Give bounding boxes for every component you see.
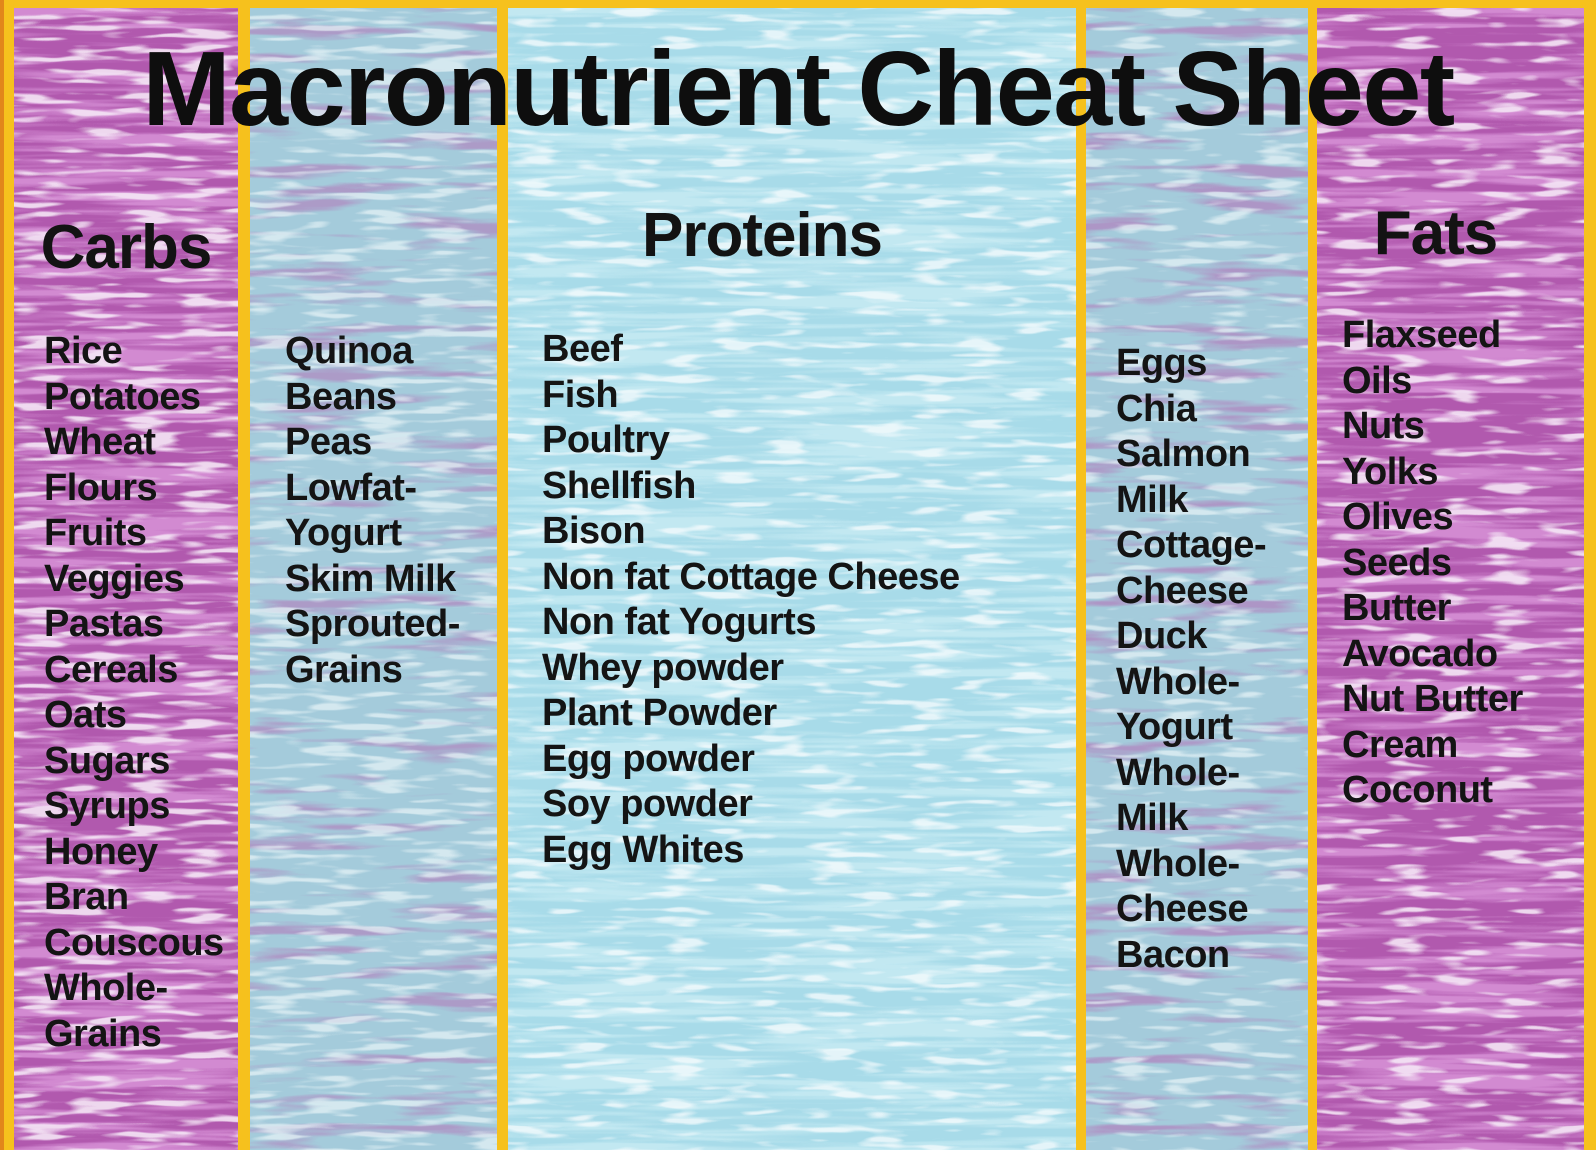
list-item: Potatoes — [44, 375, 201, 418]
list-item: Yogurt — [285, 512, 402, 554]
list-item: Cottage- — [1116, 524, 1267, 566]
list-item: Whole- — [1116, 842, 1240, 885]
list-item: Avocado — [1342, 632, 1498, 675]
list-item: Cheese — [1116, 888, 1249, 930]
list-item: Wheat — [44, 421, 156, 463]
list-item: Yolks — [1342, 450, 1439, 493]
list-item: Eggs — [1116, 342, 1207, 384]
list-item: Poultry — [542, 419, 670, 461]
list-item: Shellfish — [542, 464, 696, 507]
list-item: Soy powder — [542, 783, 753, 825]
column-header-proteins: Proteins — [641, 201, 883, 270]
column-carbs: Carbs Rice Potatoes Wheat Flours Fruits Veggi… — [14, 8, 238, 1150]
list-item: Lowfat- — [285, 466, 417, 509]
list-item: Butter — [1342, 587, 1451, 629]
list-item: Bran — [44, 876, 129, 918]
list-item: Oats — [44, 694, 127, 736]
list-item: Veggies — [44, 557, 185, 600]
column-fats: Fats Flaxseed Oils Nuts Yolks Olives Seeds But… — [1317, 8, 1584, 1150]
list-item: Coconut — [1342, 769, 1493, 811]
column-header-carbs: Carbs — [40, 213, 213, 282]
list-item: Beef — [542, 328, 623, 370]
column-list-proteins: Beef Fish Poultry Shellfish Bison Non fat Cot… — [542, 327, 960, 873]
list-item: Flours — [44, 466, 158, 509]
list-item: Cereals — [44, 648, 178, 691]
list-item: Duck — [1116, 615, 1207, 657]
column-list-carbs-secondary: Quinoa Beans Peas Lowfat- Yogurt Skim Milk Spr… — [285, 329, 460, 693]
column-list-proteins-secondary: Eggs Chia Salmon Milk Cottage- Cheese Duck Whol… — [1116, 341, 1267, 978]
list-item: Plant Powder — [542, 692, 777, 734]
list-item: Salmon — [1116, 433, 1251, 475]
column-proteins: Proteins Beef Fish Poultry Shellfish Bison No… — [508, 8, 1076, 1150]
column-list-fats: Flaxseed Oils Nuts Yolks Olives Seeds Butter Av… — [1342, 313, 1523, 814]
list-item: Cream — [1342, 723, 1458, 766]
list-item: Grains — [285, 648, 403, 691]
list-item: Egg Whites — [542, 828, 744, 871]
column-header-fats: Fats — [1373, 199, 1498, 268]
column-list-carbs: Rice Potatoes Wheat Flours Fruits Veggies Past… — [44, 329, 224, 1057]
list-item: Egg powder — [542, 737, 755, 780]
list-item: Milk — [1116, 797, 1188, 839]
list-item: Bacon — [1116, 933, 1230, 976]
list-item: Non fat Cottage Cheese — [542, 555, 960, 598]
list-item: Sprouted- — [285, 603, 460, 645]
list-item: Yogurt — [1116, 706, 1233, 748]
page-title: Macronutrient Cheat Sheet — [142, 30, 1455, 148]
list-item: Milk — [1116, 478, 1188, 521]
list-item: Non fat Yogurts — [542, 601, 816, 643]
list-item: Nuts — [1342, 405, 1425, 447]
list-item: Syrups — [44, 785, 170, 827]
list-item: Honey — [44, 830, 158, 873]
list-item: Bison — [542, 510, 646, 552]
list-item: Cheese — [1116, 569, 1249, 612]
list-item: Olives — [1342, 496, 1454, 538]
list-item: Whole- — [1116, 660, 1240, 703]
list-item: Fruits — [44, 512, 147, 554]
list-item: Whole- — [44, 967, 168, 1009]
list-item: Grains — [44, 1012, 162, 1055]
list-item: Nut Butter — [1342, 678, 1523, 720]
list-item: Rice — [44, 330, 123, 372]
list-item: Flaxseed — [1342, 314, 1501, 356]
column-carbs-secondary: Quinoa Beans Peas Lowfat- Yogurt Skim Milk Spr… — [250, 8, 497, 1150]
list-item: Skim Milk — [285, 557, 456, 600]
list-item: Whey powder — [542, 646, 784, 689]
list-item: Sugars — [44, 739, 170, 782]
list-item: Quinoa — [285, 330, 413, 372]
column-proteins-secondary: Eggs Chia Salmon Milk Cottage- Cheese Duck Whol… — [1086, 8, 1308, 1150]
frame-left-edge — [0, 0, 4, 1150]
list-item: Peas — [285, 421, 372, 463]
list-item: Couscous — [44, 921, 224, 964]
list-item: Whole- — [1116, 751, 1240, 794]
list-item: Seeds — [1342, 541, 1452, 584]
list-item: Chia — [1116, 387, 1197, 430]
list-item: Beans — [285, 375, 397, 418]
list-item: Oils — [1342, 359, 1412, 402]
list-item: Fish — [542, 373, 619, 416]
list-item: Pastas — [44, 603, 164, 645]
